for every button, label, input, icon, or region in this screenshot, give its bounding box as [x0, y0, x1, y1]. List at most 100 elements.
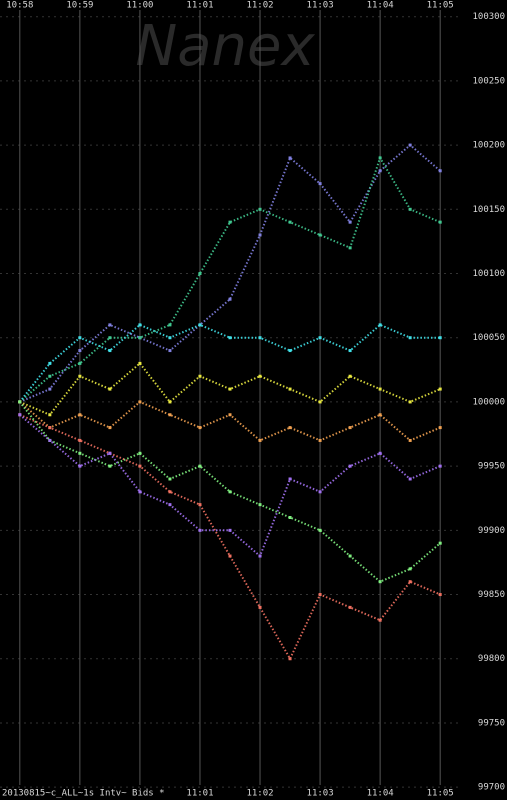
point: [78, 451, 82, 455]
x-tick-label-bottom: 11:04: [367, 789, 394, 799]
point: [348, 246, 352, 250]
point: [198, 464, 202, 468]
y-tick-label: 100200: [472, 141, 505, 151]
point: [138, 323, 142, 327]
point: [48, 361, 52, 365]
point: [78, 374, 82, 378]
watermark: Nanex: [135, 14, 315, 79]
y-tick-label: 99900: [478, 526, 505, 536]
point: [18, 413, 22, 417]
y-tick-label: 99700: [478, 783, 505, 793]
point: [258, 605, 262, 609]
x-tick-label: 11:04: [367, 1, 394, 11]
point: [168, 349, 172, 353]
point: [408, 477, 412, 481]
point: [168, 503, 172, 507]
point: [48, 438, 52, 442]
point: [258, 336, 262, 340]
point: [108, 349, 112, 353]
point: [78, 438, 82, 442]
point: [78, 336, 82, 340]
point: [78, 361, 82, 365]
point: [48, 374, 52, 378]
point: [318, 233, 322, 237]
point: [258, 374, 262, 378]
point: [438, 593, 442, 597]
point: [138, 464, 142, 468]
point: [438, 336, 442, 340]
point: [438, 426, 442, 430]
dot-trace: [19, 155, 441, 403]
point: [378, 413, 382, 417]
point: [198, 272, 202, 276]
x-tick-label: 11:03: [307, 1, 334, 11]
y-tick-label: 99750: [478, 718, 505, 728]
point: [168, 477, 172, 481]
x-tick-label: 11:02: [246, 1, 273, 11]
point: [168, 323, 172, 327]
point: [348, 374, 352, 378]
point: [138, 361, 142, 365]
point: [228, 387, 232, 391]
point: [438, 220, 442, 224]
point: [198, 528, 202, 532]
x-tick-label-bottom: 11:01: [186, 789, 213, 799]
point: [288, 220, 292, 224]
point: [48, 426, 52, 430]
point: [438, 169, 442, 173]
point: [408, 580, 412, 584]
y-tick-label: 99850: [478, 590, 505, 600]
point: [408, 207, 412, 211]
point: [108, 451, 112, 455]
point: [378, 169, 382, 173]
point: [228, 413, 232, 417]
point: [288, 426, 292, 430]
point: [288, 657, 292, 661]
point: [108, 336, 112, 340]
x-tick-label: 10:58: [6, 1, 33, 11]
point: [138, 336, 142, 340]
point: [78, 349, 82, 353]
point: [228, 528, 232, 532]
point: [258, 207, 262, 211]
x-tick-label-bottom: 11:03: [307, 789, 334, 799]
point: [198, 323, 202, 327]
point: [438, 387, 442, 391]
point: [408, 336, 412, 340]
dot-trace: [19, 361, 441, 417]
point: [258, 233, 262, 237]
point: [378, 451, 382, 455]
point: [408, 143, 412, 147]
point: [258, 503, 262, 507]
point: [408, 438, 412, 442]
point: [348, 554, 352, 558]
point: [378, 323, 382, 327]
point: [318, 528, 322, 532]
point: [288, 477, 292, 481]
point: [288, 349, 292, 353]
point: [318, 593, 322, 597]
point: [18, 400, 22, 404]
point: [378, 580, 382, 584]
point: [168, 336, 172, 340]
point: [378, 156, 382, 160]
point: [348, 464, 352, 468]
point: [168, 413, 172, 417]
x-tick-label: 11:05: [427, 1, 454, 11]
point: [198, 426, 202, 430]
point: [108, 323, 112, 327]
point: [78, 464, 82, 468]
point: [288, 515, 292, 519]
point: [318, 400, 322, 404]
point: [258, 554, 262, 558]
point: [318, 182, 322, 186]
x-tick-label: 11:01: [186, 1, 213, 11]
point: [138, 451, 142, 455]
point: [348, 349, 352, 353]
point: [378, 387, 382, 391]
x-tick-label: 11:00: [126, 1, 153, 11]
point: [348, 220, 352, 224]
point: [228, 490, 232, 494]
